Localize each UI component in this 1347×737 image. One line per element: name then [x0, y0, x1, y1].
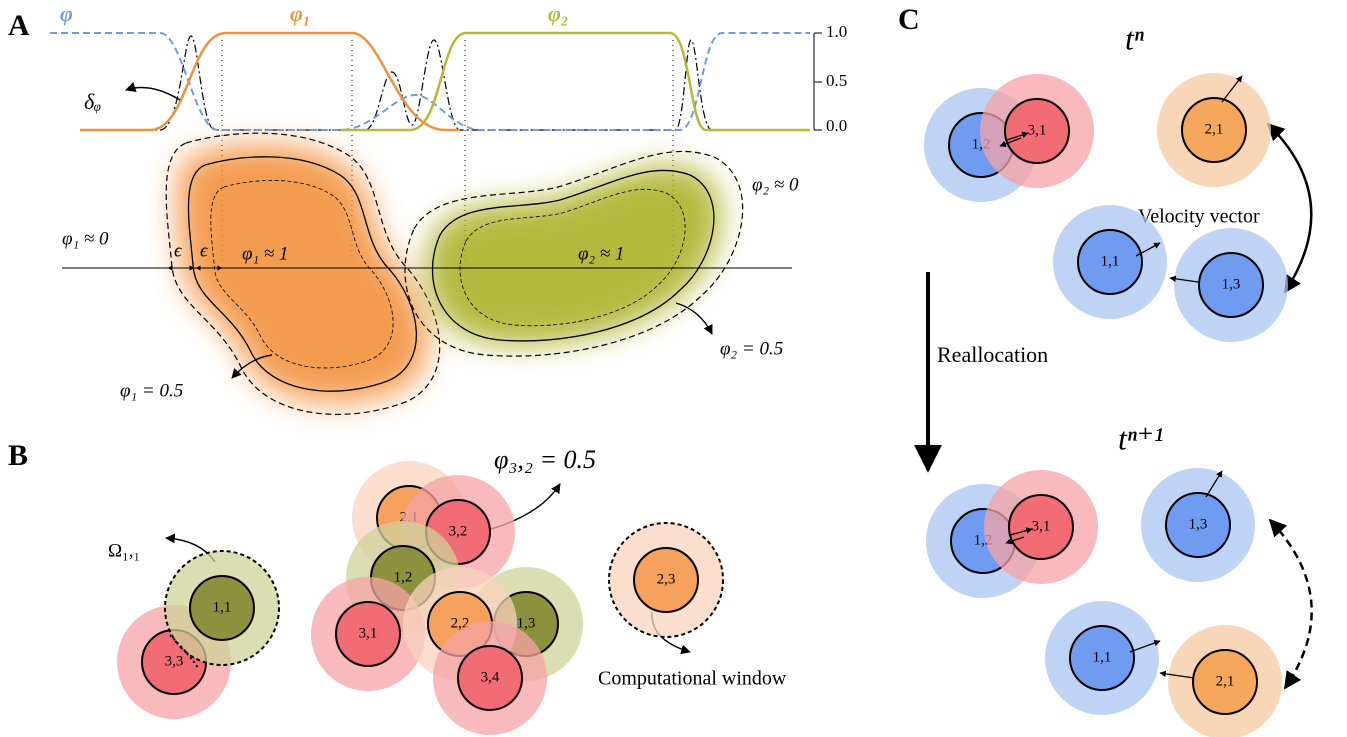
grain-label: 3,2 — [449, 523, 468, 539]
grain-blob — [426, 166, 721, 345]
phi2-label: φ₂ — [548, 1, 569, 26]
grain-label: 2,3 — [657, 571, 676, 587]
grain-label: 2,1 — [1216, 673, 1235, 689]
phi2-curve — [340, 33, 810, 130]
grain: 2,1 — [1168, 625, 1282, 737]
grain-label: 3,1 — [1028, 122, 1047, 138]
grain: 1,1 — [1053, 205, 1167, 319]
grain-label: 1,3 — [517, 615, 536, 631]
panel-label: A — [8, 9, 30, 42]
contour-label: φ₃,₂ = 0.5 — [494, 445, 596, 474]
annotation: ϵ — [174, 240, 183, 261]
grain-label: 1,1 — [1101, 253, 1120, 269]
annotation: ϵ — [200, 240, 209, 261]
panel-label: B — [8, 439, 28, 472]
time-label: tⁿ — [1125, 20, 1144, 56]
grain-label: 3,4 — [481, 669, 500, 685]
annotation: φ₁ ≈ 0 — [62, 228, 109, 249]
grain: 1,1 — [1045, 601, 1159, 715]
figure: A 1.0 0.5 0.0 φ φ₁ φ₂ δᵩ φ₁ ≈ 0 ϵ ϵ φ₁ ≈… — [0, 0, 1347, 737]
phi1-curve — [80, 33, 460, 130]
arrow — [126, 88, 180, 100]
annotation: φ₂ ≈ 0 — [752, 174, 799, 195]
panel-a: A 1.0 0.5 0.0 φ φ₁ φ₂ δᵩ φ₁ ≈ 0 ϵ ϵ φ₁ ≈… — [8, 1, 847, 414]
window-label: Computational window — [598, 668, 787, 690]
grain: 1,3 — [1141, 468, 1255, 582]
time-label: tⁿ⁺¹ — [1118, 420, 1163, 456]
tick-label: 0.5 — [826, 71, 847, 90]
grain: 3,1 — [984, 470, 1098, 584]
grain: 3,1 — [980, 74, 1094, 188]
arrow — [676, 303, 712, 334]
panel-b: B Ω₁,₁ φ₃,₂ = 0.5 Computational window 2… — [8, 439, 787, 735]
grain-label: 3,1 — [1032, 518, 1051, 534]
annotation: φ₁ ≈ 1 — [242, 243, 289, 264]
annotation: φ₁ = 0.5 — [120, 380, 183, 401]
phi-label: φ — [60, 1, 73, 26]
grain: 2,1 — [1157, 73, 1271, 187]
tick-label: 0.0 — [826, 116, 847, 135]
grain-label: 1,1 — [1093, 649, 1112, 665]
reallocation-label: Reallocation — [937, 342, 1048, 367]
grain: 3,4 — [433, 621, 547, 735]
omega-label: Ω₁,₁ — [108, 540, 140, 561]
delta-label: δᵩ — [84, 89, 101, 114]
grain-label: 1,3 — [1222, 276, 1241, 292]
grain-label: 3,3 — [165, 653, 184, 669]
grain-label: 1,3 — [1189, 516, 1208, 532]
panel-label: C — [898, 3, 920, 36]
grain-label: 2,1 — [1205, 121, 1224, 137]
grain: 1,3 — [1174, 228, 1288, 342]
grain-label: 1,2 — [394, 569, 413, 585]
annotation: φ₂ = 0.5 — [720, 338, 783, 359]
annotation: φ₂ ≈ 1 — [578, 243, 625, 264]
grain: 2,3 — [609, 523, 723, 637]
grain-label: 1,1 — [213, 599, 232, 615]
grain-label: 3,1 — [359, 625, 378, 641]
panel-c: C tⁿ tⁿ⁺¹ Velocity vector Reallocation 1… — [898, 3, 1312, 737]
velocity-label: Velocity vector — [1138, 206, 1260, 228]
grain: 1,1 — [165, 551, 279, 665]
tick-label: 1.0 — [826, 22, 847, 41]
phi1-label: φ₁ — [290, 1, 311, 26]
